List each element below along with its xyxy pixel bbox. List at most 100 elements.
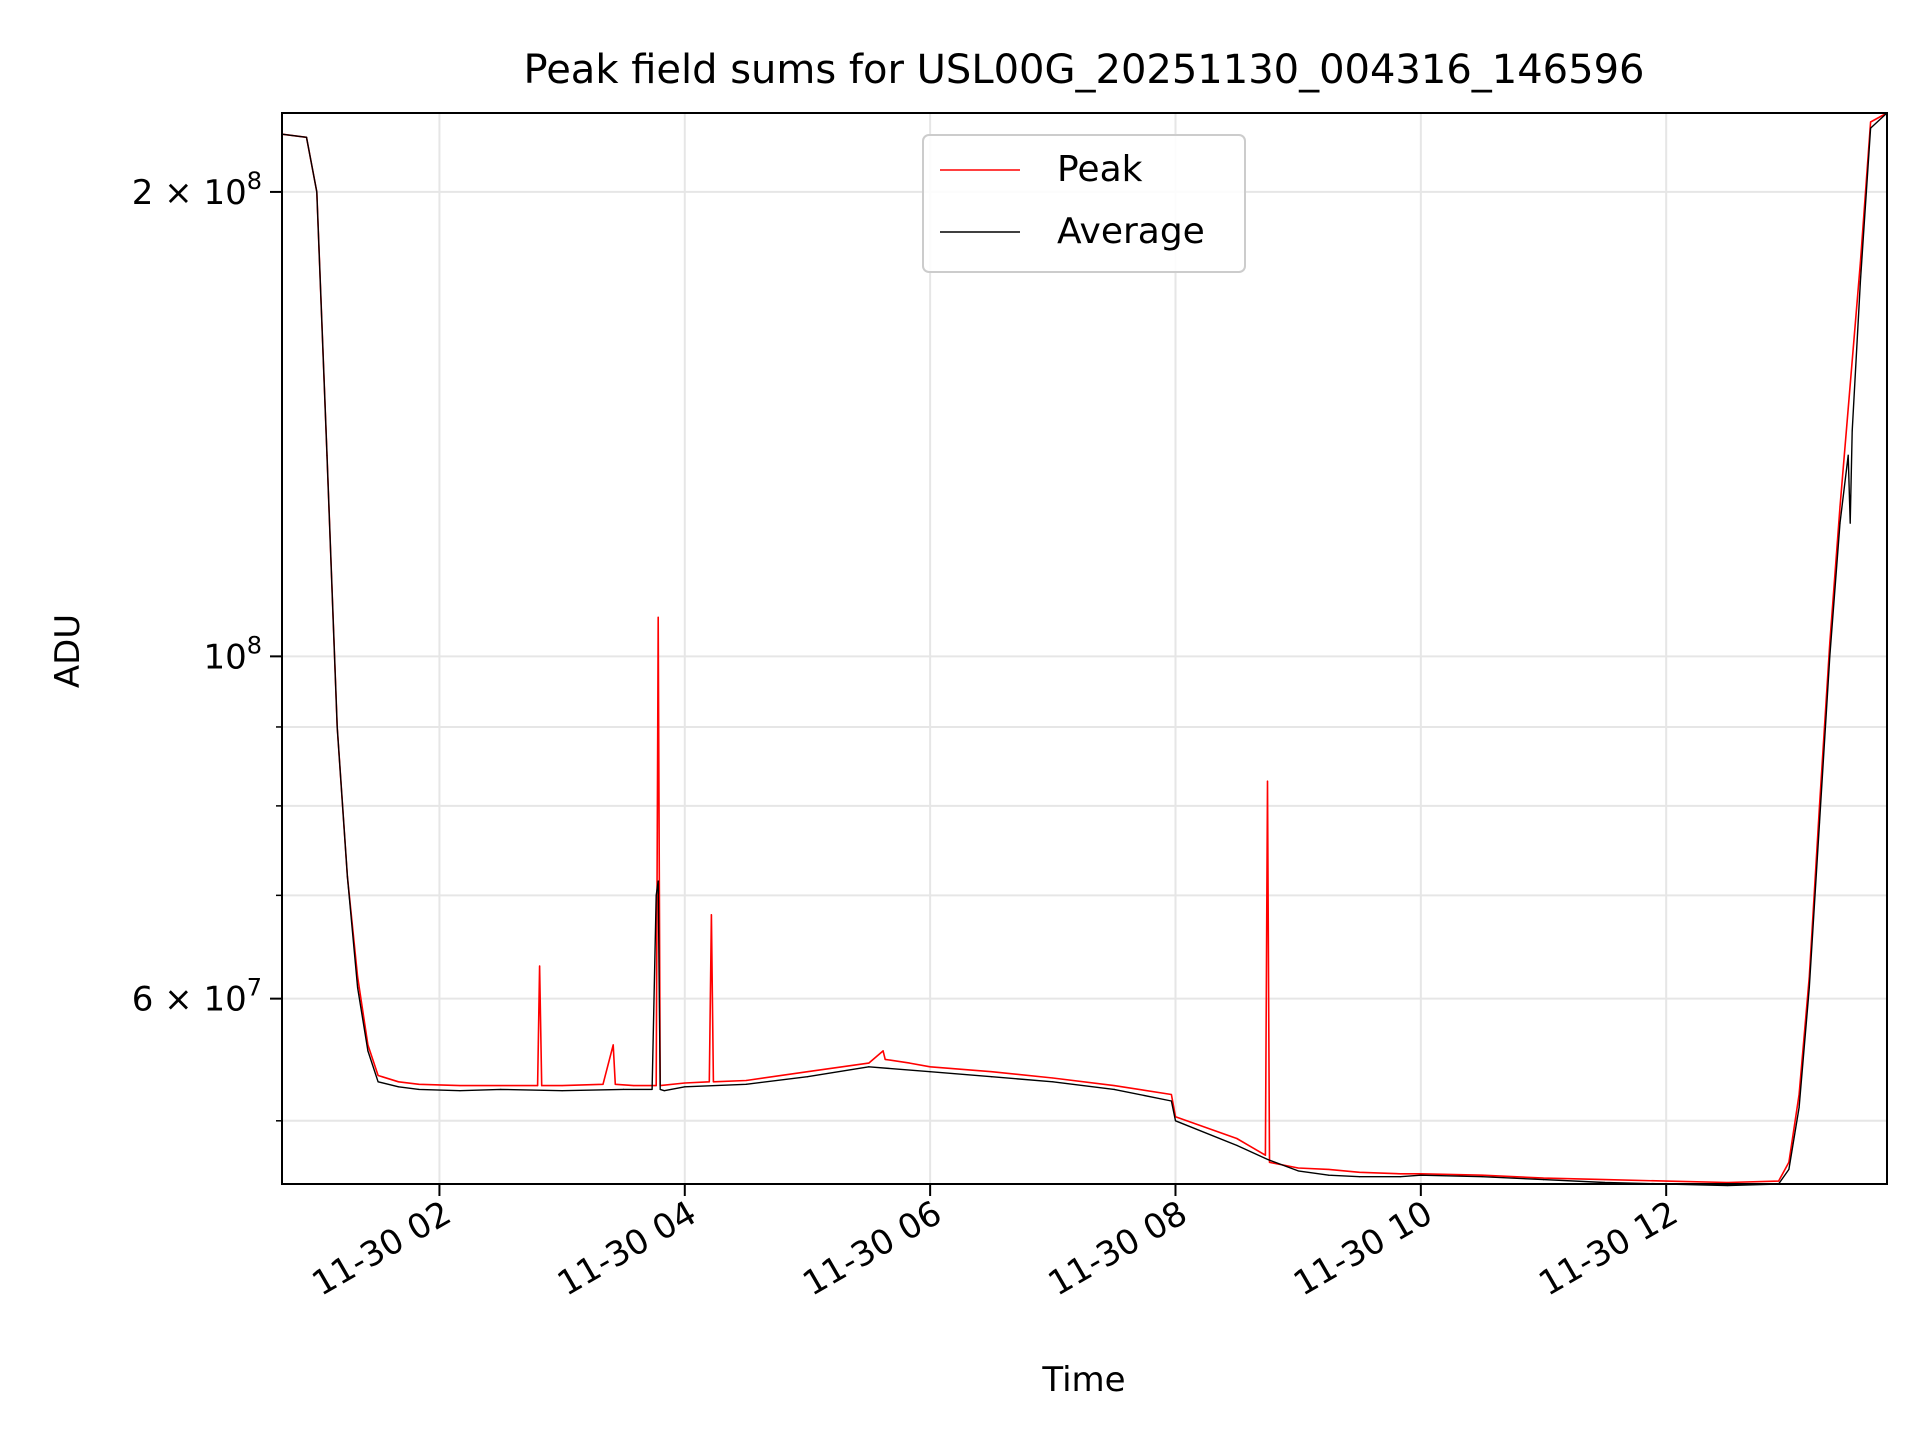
- data-point-peak: [1604, 1178, 1606, 1181]
- data-point-average: [500, 1088, 502, 1090]
- y-tick-label: 6 × 107: [132, 974, 262, 1020]
- data-point-peak: [909, 1062, 911, 1064]
- data-point-average: [659, 1088, 661, 1090]
- y-tick-label-exponent: 7: [247, 974, 262, 1002]
- data-point-average: [1726, 1184, 1729, 1187]
- data-point-average: [1399, 1176, 1401, 1178]
- data-point-average: [1847, 454, 1849, 456]
- data-point-peak: [1358, 1171, 1361, 1173]
- data-point-average: [1788, 1168, 1790, 1171]
- data-point-peak: [357, 976, 359, 978]
- data-point-peak: [712, 1081, 715, 1083]
- data-point-average: [868, 1066, 870, 1068]
- data-point-peak: [1399, 1173, 1401, 1175]
- data-point-peak: [1839, 506, 1841, 508]
- data-point-peak: [612, 1044, 614, 1046]
- data-point-average: [1297, 1170, 1299, 1172]
- y-tick-label: 2 × 108: [132, 167, 262, 213]
- data-point-peak: [1268, 1161, 1271, 1163]
- data-point-peak: [1542, 1177, 1545, 1179]
- data-point-peak: [377, 1074, 379, 1077]
- data-point-peak: [806, 1071, 809, 1073]
- plot-frame: [281, 112, 1888, 1185]
- data-point-peak: [868, 1062, 870, 1064]
- data-point-average: [1420, 1174, 1422, 1176]
- data-point-peak: [1052, 1077, 1054, 1079]
- data-point-peak: [1665, 1180, 1667, 1182]
- data-point-peak: [1870, 121, 1872, 123]
- data-point-average: [990, 1076, 993, 1078]
- data-point-average: [305, 136, 308, 138]
- y-tick-label-base: 10: [203, 637, 246, 677]
- data-point-average: [336, 726, 338, 728]
- data-point-peak: [1170, 1093, 1172, 1096]
- data-point-peak: [1481, 1174, 1483, 1176]
- data-point-average: [1808, 986, 1810, 989]
- data-point-peak: [1778, 1180, 1780, 1182]
- data-point-average: [1236, 1144, 1238, 1146]
- data-point-peak: [745, 1079, 747, 1082]
- data-point-peak: [1788, 1161, 1790, 1163]
- data-point-average: [1851, 430, 1853, 432]
- data-point-average: [1818, 822, 1821, 824]
- y-tick-label-exponent: 8: [247, 167, 262, 195]
- data-point-peak: [418, 1083, 420, 1085]
- data-point-average: [1542, 1178, 1545, 1181]
- data-point-peak: [539, 965, 541, 967]
- y-tick-label: 108: [203, 631, 262, 677]
- data-point-peak: [1236, 1137, 1238, 1140]
- data-point-peak: [1297, 1167, 1299, 1169]
- data-point-average: [1170, 1100, 1172, 1102]
- data-point-peak: [1859, 261, 1862, 264]
- data-point-average: [657, 880, 659, 882]
- data-point-peak: [500, 1084, 502, 1087]
- data-point-average: [316, 191, 318, 193]
- data-point-average: [1481, 1176, 1483, 1178]
- data-point-peak: [657, 616, 659, 618]
- data-point-peak: [990, 1071, 993, 1073]
- legend-label-peak: Peak: [1057, 149, 1143, 190]
- data-point-average: [929, 1071, 931, 1073]
- data-point-peak: [1829, 642, 1831, 644]
- series-lines: [281, 112, 1888, 1187]
- data-point-average: [397, 1086, 400, 1088]
- data-point-average: [806, 1076, 809, 1078]
- data-point-average: [1798, 1106, 1800, 1109]
- data-point-average: [377, 1081, 379, 1083]
- data-point-peak: [1328, 1168, 1330, 1171]
- data-point-peak: [602, 1083, 604, 1085]
- data-point-peak: [1849, 384, 1851, 386]
- data-point-average: [357, 986, 359, 989]
- data-point-peak: [1726, 1181, 1729, 1184]
- data-point-peak: [536, 1084, 539, 1087]
- data-point-average: [655, 894, 657, 896]
- y-tick-label-exponent: 8: [247, 631, 262, 659]
- data-point-average: [745, 1083, 747, 1085]
- data-point-average: [367, 1050, 369, 1052]
- y-tick-label-base: 2 × 10: [132, 173, 247, 213]
- data-point-peak: [884, 1058, 886, 1060]
- x-axis-label: Time: [1041, 1360, 1125, 1400]
- y-axis-label: ADU: [48, 614, 88, 688]
- data-point-average: [1113, 1088, 1115, 1090]
- data-point-peak: [684, 1082, 686, 1084]
- data-point-peak: [561, 1084, 563, 1087]
- data-point-average: [1829, 655, 1831, 657]
- data-point-peak: [459, 1084, 461, 1087]
- data-point-average: [418, 1088, 420, 1090]
- data-point-peak: [708, 1081, 710, 1083]
- data-point-average: [1174, 1120, 1177, 1122]
- data-point-peak: [633, 1084, 635, 1087]
- data-point-average: [1839, 522, 1841, 524]
- data-point-average: [1266, 1158, 1269, 1161]
- data-point-peak: [929, 1066, 931, 1068]
- legend-label-average: Average: [1057, 211, 1205, 252]
- data-point-average: [1328, 1174, 1330, 1176]
- data-point-average: [326, 454, 328, 456]
- data-point-average: [1052, 1081, 1054, 1083]
- data-point-peak: [655, 1084, 657, 1087]
- data-point-average: [651, 1088, 653, 1090]
- data-point-average: [684, 1086, 686, 1088]
